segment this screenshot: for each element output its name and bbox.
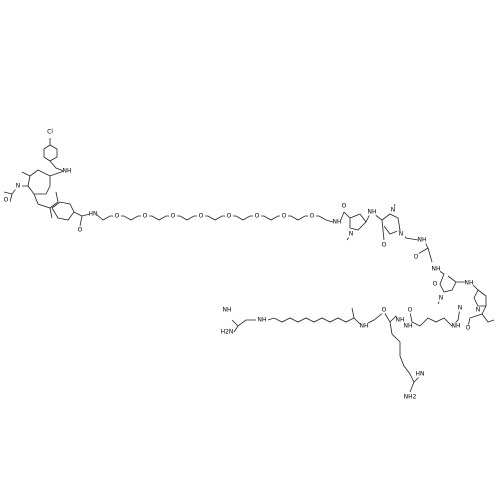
label-backdrop	[225, 212, 233, 220]
atom-label: O	[143, 213, 148, 220]
label-backdrop	[253, 212, 261, 220]
label-backdrop	[418, 236, 426, 244]
label-backdrop	[223, 328, 231, 336]
atom-label: N	[16, 183, 21, 190]
label-backdrop	[456, 304, 464, 312]
atom-label: NH	[360, 323, 369, 330]
atom-label: O	[466, 325, 471, 332]
atom-label: O	[4, 197, 9, 204]
label-backdrop	[412, 253, 420, 261]
atom-label: NH	[223, 307, 232, 314]
atom-label: NH	[333, 219, 342, 226]
atom-label: O	[382, 307, 387, 314]
atom-label: NH	[368, 209, 377, 216]
label-backdrop	[431, 280, 439, 288]
label-backdrop	[360, 322, 368, 330]
atom-label: O	[310, 213, 315, 220]
atom-label: HN	[416, 371, 425, 378]
label-backdrop	[347, 230, 355, 238]
atom-label: N	[391, 207, 396, 214]
label-backdrop	[258, 316, 266, 324]
label-backdrop	[14, 182, 22, 190]
atom-label: O	[115, 213, 120, 220]
atom-label: H2N	[221, 329, 234, 336]
label-backdrop	[397, 230, 405, 238]
atom-label: O	[255, 213, 260, 220]
label-backdrop	[474, 306, 482, 314]
bond	[43, 138, 65, 172]
atom-label: N	[439, 295, 444, 302]
label-backdrop	[452, 322, 460, 330]
label-backdrop	[46, 128, 54, 136]
label-backdrop	[141, 212, 149, 220]
label-backdrop	[389, 206, 397, 214]
atom-label: NH	[396, 317, 405, 324]
atom-label: Cl	[47, 129, 53, 136]
bond	[95, 213, 334, 223]
atom-label: O	[282, 213, 287, 220]
atom-label: N	[349, 231, 354, 238]
bond	[339, 203, 495, 327]
label-backdrop	[223, 306, 231, 314]
label-backdrop	[113, 212, 121, 220]
label-backdrop	[63, 167, 71, 175]
atom-label: NH	[63, 168, 72, 175]
atom-label: NH2	[404, 394, 417, 401]
label-backdrop	[2, 196, 10, 204]
label-backdrop	[333, 218, 341, 226]
atom-label: O	[171, 213, 176, 220]
label-backdrop	[404, 322, 412, 330]
atom-label: O	[382, 242, 387, 249]
atom-label: O	[227, 213, 232, 220]
label-backdrop	[368, 208, 376, 216]
label-backdrop	[416, 370, 424, 378]
atom-label: O	[342, 203, 347, 210]
atom-label: NH	[432, 266, 441, 273]
bond	[51, 201, 91, 227]
atom-label: O	[414, 254, 419, 261]
label-backdrop	[464, 324, 472, 332]
label-backdrop	[380, 241, 388, 249]
atom-label: N	[458, 305, 463, 312]
label-backdrop	[380, 306, 388, 314]
atom-label: NH	[465, 280, 474, 287]
label-backdrop	[396, 316, 404, 324]
atom-label: N	[399, 231, 404, 238]
atom-label: N	[476, 307, 481, 314]
label-backdrop	[465, 279, 473, 287]
bond	[231, 307, 461, 393]
label-backdrop	[169, 212, 177, 220]
label-backdrop	[280, 212, 288, 220]
atom-label: HN	[89, 211, 98, 218]
label-backdrop	[308, 212, 316, 220]
label-backdrop	[89, 210, 97, 218]
atom-label: NH	[452, 323, 461, 330]
label-backdrop	[340, 202, 348, 210]
label-backdrop	[406, 306, 414, 314]
atom-label: O	[433, 281, 438, 288]
atom-label: O	[408, 307, 413, 314]
label-backdrop	[432, 265, 440, 273]
bonds	[3, 138, 495, 393]
atom-label: O	[78, 227, 83, 234]
atom-label: NH	[418, 237, 427, 244]
label-backdrop	[197, 212, 205, 220]
bond	[3, 169, 65, 219]
atom-label: NH	[258, 317, 267, 324]
label-backdrop	[437, 294, 445, 302]
atom-label: NH	[404, 323, 413, 330]
atom-label: O	[199, 213, 204, 220]
label-backdrop	[406, 393, 414, 401]
label-backdrop	[76, 226, 84, 234]
